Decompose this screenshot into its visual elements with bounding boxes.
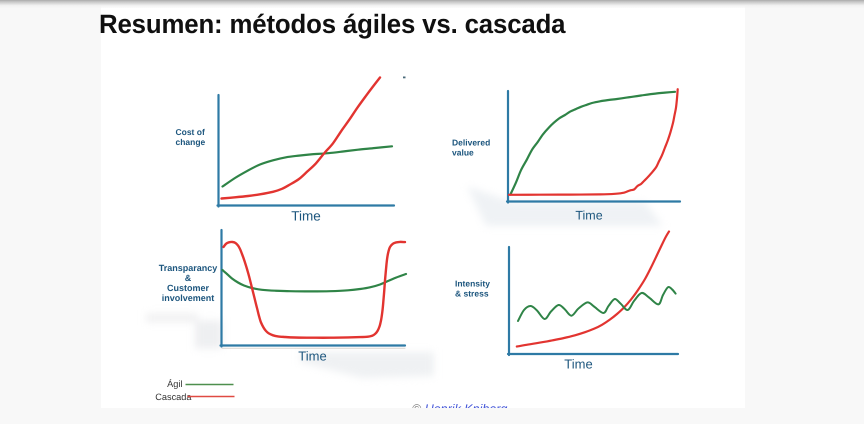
svg-text:© Henrik Kniberg: © Henrik Kniberg [412,402,507,416]
svg-text:Intensity: Intensity [455,279,490,289]
svg-text:Cascada: Cascada [155,392,192,402]
svg-text:Time: Time [564,357,592,372]
svg-text:value: value [452,148,474,158]
svg-text:Time: Time [291,209,321,224]
svg-text:Time: Time [575,209,602,223]
svg-text:Transparancy: Transparancy [159,263,218,273]
svg-text:change: change [176,137,206,147]
svg-text:Ágil: Ágil [167,379,182,389]
svg-text:Customer: Customer [167,283,210,293]
svg-text:Time: Time [298,349,326,364]
svg-text:involvement: involvement [162,293,215,303]
svg-text:Delivered: Delivered [452,138,490,148]
svg-text:Cost of: Cost of [176,127,205,137]
svg-text:& stress: & stress [455,289,489,299]
svg-text:&: & [185,273,192,283]
